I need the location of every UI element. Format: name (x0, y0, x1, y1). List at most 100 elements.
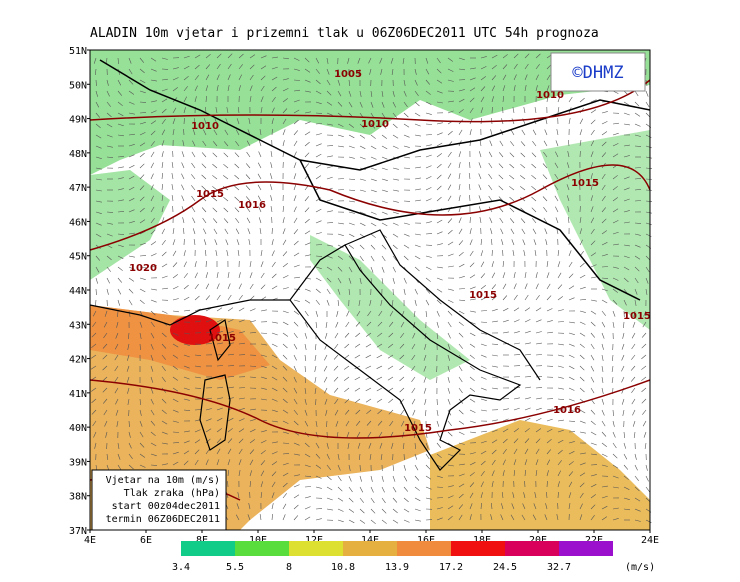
wind-arrow (304, 332, 308, 339)
wind-arrow (480, 440, 487, 444)
wind-arrow (469, 376, 475, 382)
wind-arrow (293, 229, 299, 235)
wind-arrow (216, 407, 223, 411)
wind-arrow (436, 122, 443, 125)
lat-label: 44N (69, 286, 87, 297)
wind-arrow (535, 438, 541, 444)
wind-arrow (282, 239, 287, 246)
wind-arrow (392, 145, 399, 149)
wind-arrow (543, 207, 548, 213)
wind-arrow (612, 175, 618, 180)
wind-arrow (392, 222, 399, 226)
wind-arrow (458, 263, 465, 268)
wind-arrow (183, 117, 185, 125)
wind-arrow (403, 244, 410, 249)
wind-arrow (458, 442, 465, 445)
wind-arrow (545, 503, 548, 510)
wind-arrow (226, 250, 229, 257)
info-line: start 00z04dec2011 (112, 501, 220, 512)
wind-arrow (469, 239, 473, 246)
wind-arrow (601, 321, 606, 328)
wind-arrow (282, 88, 289, 92)
wind-arrow (150, 100, 157, 103)
wind-arrow (194, 96, 197, 103)
wind-arrow (183, 65, 190, 70)
wind-arrow (612, 453, 618, 459)
wind-arrow (513, 470, 516, 477)
wind-arrow (623, 101, 630, 106)
wind-arrow (524, 342, 531, 345)
wind-arrow (91, 398, 97, 404)
wind-arrow (381, 123, 387, 129)
wind-arrow (183, 75, 189, 81)
wind-arrow (623, 123, 630, 126)
wind-arrow (388, 398, 394, 404)
wind-arrow (114, 365, 119, 372)
wind-arrow (376, 365, 383, 369)
wind-arrow (601, 141, 607, 147)
wind-arrow (491, 64, 497, 70)
wind-arrow (425, 90, 431, 95)
wind-arrow (381, 519, 387, 524)
wind-arrow (150, 206, 155, 213)
wind-arrow (304, 111, 311, 114)
wind-arrow (370, 200, 377, 204)
wind-arrow (392, 211, 399, 215)
wind-arrow (304, 376, 306, 384)
wind-arrow (293, 321, 299, 327)
wind-arrow (249, 85, 253, 92)
wind-arrow (535, 74, 539, 81)
wind-arrow (227, 480, 229, 488)
wind-arrow (139, 442, 145, 448)
wind-arrow (205, 64, 211, 70)
wind-arrow (590, 343, 595, 350)
wind-arrow (103, 409, 108, 416)
wind-arrow (128, 154, 135, 158)
wind-arrow (161, 240, 166, 246)
wind-arrow (447, 265, 454, 268)
wind-arrow (161, 119, 166, 125)
wind-arrow (557, 284, 563, 290)
wind-arrow (359, 222, 366, 226)
wind-arrow (368, 57, 372, 64)
wind-arrow (315, 420, 318, 427)
wind-arrow (150, 321, 155, 327)
wind-arrow (337, 486, 343, 492)
wind-arrow (623, 255, 630, 259)
wind-arrow (128, 90, 135, 95)
wind-arrow (357, 57, 361, 64)
wind-arrow (326, 90, 332, 96)
wind-arrow (425, 79, 431, 85)
wind-arrow (216, 294, 221, 301)
wind-arrow (524, 428, 530, 433)
wind-arrow (194, 439, 201, 444)
wind-arrow (458, 376, 463, 383)
wind-arrow (192, 217, 196, 224)
wind-arrow (194, 54, 201, 59)
wind-arrow (621, 343, 625, 350)
wind-arrow (245, 185, 251, 191)
wind-arrow (479, 151, 482, 158)
wind-arrow (521, 514, 526, 521)
wind-arrow (634, 277, 639, 284)
wind-arrow (201, 185, 207, 191)
wind-arrow (490, 228, 493, 235)
wind-field-orange (430, 420, 650, 530)
wind-arrow (150, 110, 157, 114)
wind-arrow (590, 387, 595, 394)
wind-arrow (634, 486, 640, 492)
wind-arrow (139, 420, 143, 427)
wind-arrow (344, 332, 350, 338)
wind-arrow (568, 343, 575, 347)
wind-arrow (447, 453, 454, 457)
wind-arrow (621, 376, 625, 383)
wind-arrow (249, 480, 251, 488)
wind-arrow (128, 299, 133, 306)
wind-arrow (227, 283, 231, 290)
wind-arrow (535, 354, 543, 356)
wind-arrow (223, 186, 229, 191)
wind-arrow (260, 398, 267, 401)
lon-label: 12E (305, 535, 323, 546)
wind-arrow (531, 207, 537, 213)
wind-arrow (293, 57, 300, 61)
